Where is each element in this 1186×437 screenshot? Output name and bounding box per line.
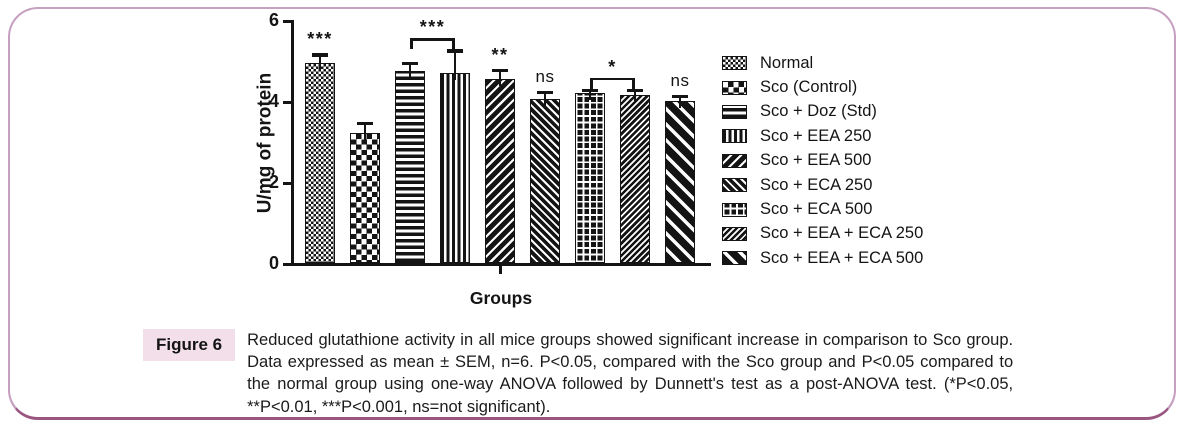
legend-swatch-icon <box>722 202 747 217</box>
legend-label: Normal <box>760 53 814 72</box>
y-tick-label: 4 <box>268 91 279 111</box>
legend-swatch-icon <box>722 129 747 144</box>
legend-swatch-icon <box>722 80 747 95</box>
legend-item: Sco + ECA 250 <box>722 173 923 197</box>
error-bar-cap <box>626 89 644 93</box>
bar <box>350 133 380 263</box>
error-bar-stem <box>453 50 457 80</box>
x-tick <box>498 266 502 274</box>
legend-label: Sco + ECA 500 <box>760 200 873 219</box>
error-bar-cap <box>491 68 509 72</box>
bar <box>575 92 605 263</box>
error-bar-cap <box>671 95 689 99</box>
error-bar-stem <box>408 62 412 78</box>
bar <box>305 62 335 263</box>
legend-item: Sco + EEA + ECA 250 <box>722 222 923 246</box>
error-bar-cap <box>401 61 419 65</box>
significance-bracket <box>590 77 635 81</box>
error-bar-cap <box>581 88 599 92</box>
bar <box>665 101 695 263</box>
figure-caption-text: Reduced glutathione activity in all mice… <box>247 331 1014 416</box>
panel-border <box>8 7 1176 420</box>
error-bar-stem <box>678 96 682 108</box>
legend-label: Sco + Doz (Std) <box>760 102 877 121</box>
legend-item: Sco + EEA 250 <box>722 124 923 148</box>
legend-swatch-icon <box>722 104 747 119</box>
legend-label: Sco + ECA 250 <box>760 175 873 194</box>
y-tick-label: 6 <box>268 10 279 30</box>
error-bar-stem <box>543 91 547 106</box>
legend-item: Sco + EEA + ECA 500 <box>722 246 923 270</box>
legend-item: Sco + ECA 500 <box>722 197 923 221</box>
significance-label: ns <box>670 71 690 91</box>
legend-swatch-icon <box>722 251 747 266</box>
significance-bracket <box>410 38 455 41</box>
legend-item: Sco + Doz (Std) <box>722 100 923 124</box>
legend: Normal Sco (Control) Sco + Doz (Std) Sco + … <box>722 51 923 271</box>
legend-item: Normal <box>722 51 923 75</box>
legend-label: Sco + EEA 250 <box>760 126 872 145</box>
bracket-end-tick <box>590 77 593 89</box>
legend-item: Sco + EEA 500 <box>722 149 923 173</box>
legend-label: Sco + EEA + ECA 250 <box>760 224 924 243</box>
error-bar-stem <box>498 69 502 86</box>
significance-label: * <box>608 56 617 77</box>
bracket-end-tick <box>632 77 635 89</box>
significance-label: *** <box>307 29 333 50</box>
bracket-end-tick <box>452 38 455 50</box>
figure-number-label: Figure 6 <box>143 329 236 361</box>
legend-item: Sco (Control) <box>722 75 923 99</box>
error-bar-stem <box>363 123 367 141</box>
legend-swatch-icon <box>722 56 747 71</box>
bar <box>485 78 515 263</box>
error-bar-cap <box>356 122 374 126</box>
error-bar-stem <box>588 89 592 100</box>
significance-label: *** <box>419 17 446 38</box>
y-tick <box>283 19 291 23</box>
x-axis <box>291 263 711 266</box>
legend-label: Sco + EEA + ECA 500 <box>760 248 924 267</box>
y-axis <box>291 20 294 266</box>
legend-label: Sco + EEA 500 <box>760 151 872 170</box>
error-bar-cap <box>446 49 464 53</box>
legend-swatch-icon <box>722 153 747 168</box>
significance-label: ** <box>491 44 509 65</box>
y-tick-label: 0 <box>268 253 279 273</box>
error-bar-stem <box>633 90 637 102</box>
legend-swatch-icon <box>722 226 747 241</box>
bar <box>395 70 425 263</box>
bar <box>440 72 470 263</box>
x-axis-title: Groups <box>469 288 533 308</box>
y-tick-label: 2 <box>268 172 279 192</box>
figure-caption-row: Figure 6 Reduced glutathione activity in… <box>143 329 1027 418</box>
error-bar-cap <box>536 90 554 94</box>
y-tick <box>283 100 291 104</box>
bracket-end-tick <box>410 38 413 50</box>
bar <box>620 94 650 263</box>
bar <box>530 98 560 263</box>
legend-label: Sco (Control) <box>760 78 858 97</box>
error-bar-cap <box>311 53 329 57</box>
y-tick <box>283 181 291 185</box>
legend-swatch-icon <box>722 178 747 193</box>
y-tick <box>283 262 291 266</box>
significance-label: ns <box>535 66 555 86</box>
error-bar-stem <box>318 54 322 70</box>
y-axis-title: U/mg of protein <box>254 72 276 214</box>
